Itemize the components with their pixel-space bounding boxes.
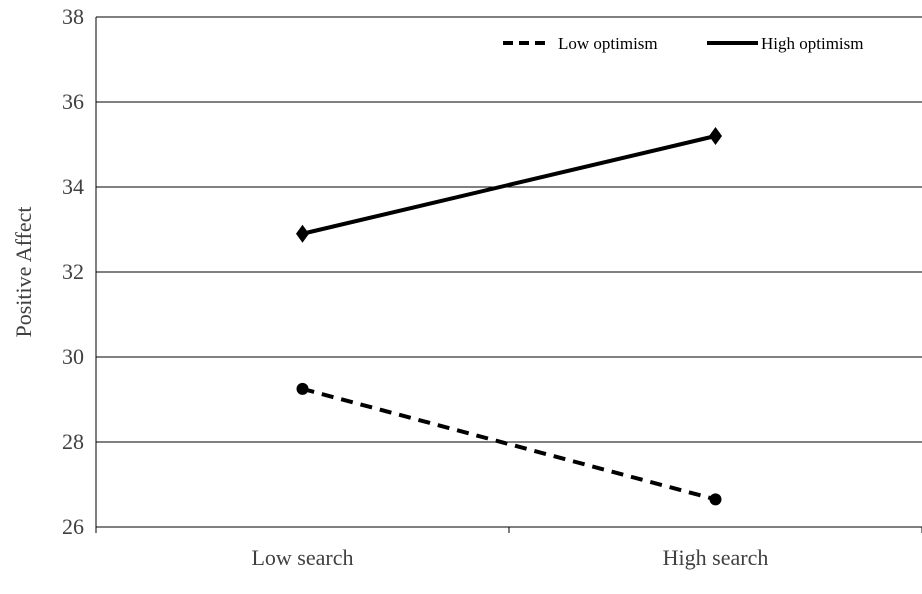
series-high-optimism bbox=[296, 127, 722, 243]
y-tick-label: 36 bbox=[62, 89, 84, 114]
y-tick-label: 34 bbox=[62, 174, 84, 199]
data-point bbox=[709, 493, 722, 506]
x-tick-label: Low search bbox=[251, 545, 353, 570]
legend-label: Low optimism bbox=[558, 34, 658, 53]
y-tick-label: 30 bbox=[62, 344, 84, 369]
series-line bbox=[302, 134, 716, 236]
data-point bbox=[709, 127, 722, 145]
legend: Low optimism High optimism bbox=[503, 34, 863, 53]
series-line bbox=[301, 386, 717, 502]
series-low-optimism bbox=[296, 382, 722, 506]
legend-label: High optimism bbox=[761, 34, 863, 53]
y-tick-labels: 26 28 30 32 34 36 38 bbox=[62, 4, 84, 539]
series bbox=[296, 127, 722, 506]
gridlines bbox=[96, 16, 922, 443]
y-tick-label: 28 bbox=[62, 429, 84, 454]
data-point bbox=[296, 382, 309, 395]
y-axis-title: Positive Affect bbox=[11, 207, 36, 338]
y-tick-label: 32 bbox=[62, 259, 84, 284]
data-point bbox=[296, 224, 309, 243]
y-tick-label: 26 bbox=[62, 514, 84, 539]
x-tick-labels: Low search High search bbox=[95, 527, 922, 570]
x-tick-label: High search bbox=[663, 545, 769, 570]
y-tick-label: 38 bbox=[62, 4, 84, 29]
